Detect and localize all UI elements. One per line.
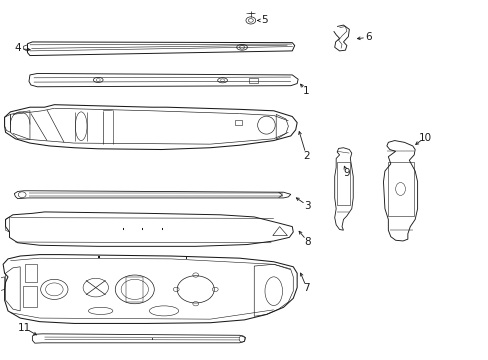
Bar <box>22 286 37 307</box>
Bar <box>25 264 37 282</box>
Bar <box>234 120 241 125</box>
Text: 6: 6 <box>365 32 371 42</box>
Bar <box>387 162 413 216</box>
Text: 2: 2 <box>303 150 309 161</box>
Text: 8: 8 <box>304 237 310 247</box>
Bar <box>249 78 258 83</box>
Text: 5: 5 <box>260 15 267 26</box>
Bar <box>336 162 349 205</box>
Text: 7: 7 <box>303 283 309 293</box>
Bar <box>126 277 143 302</box>
Text: 10: 10 <box>418 133 430 143</box>
Text: 4: 4 <box>15 44 21 53</box>
Text: 3: 3 <box>304 201 310 211</box>
Text: 11: 11 <box>18 323 31 333</box>
Text: 9: 9 <box>343 168 349 178</box>
Text: 1: 1 <box>303 86 309 96</box>
